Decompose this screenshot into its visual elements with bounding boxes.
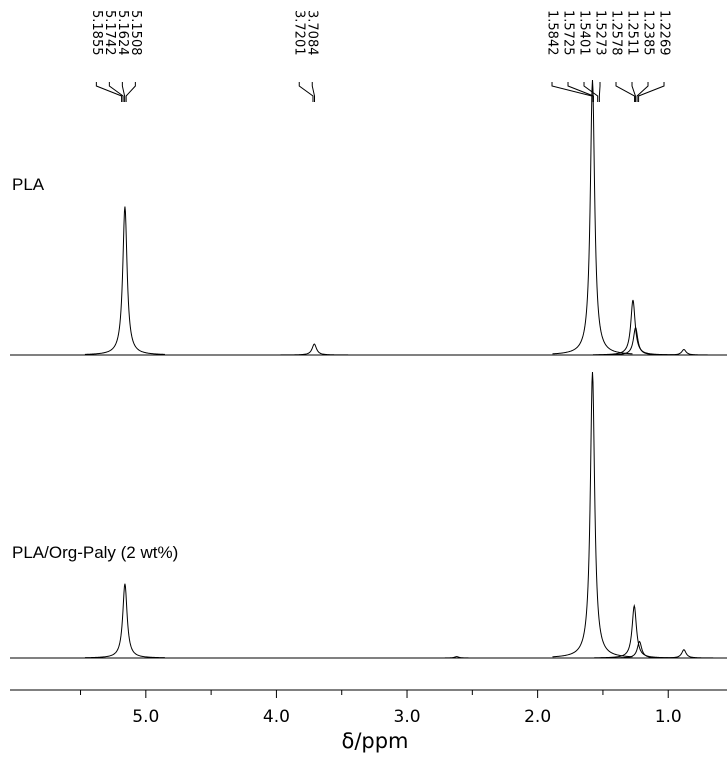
peak-leader	[551, 82, 593, 102]
peak	[552, 371, 633, 658]
peak-leader	[598, 82, 601, 102]
peak	[592, 299, 673, 356]
peak-label: 5.1855	[89, 10, 104, 56]
x-tick-label: 4.0	[263, 707, 290, 727]
peak-label: 1.5401	[577, 10, 592, 56]
peak-label: 5.1624	[115, 10, 130, 56]
peak-leader	[95, 82, 123, 102]
peak-leader	[636, 82, 649, 102]
peak-label: 5.1742	[102, 10, 117, 56]
peak-leader	[125, 82, 136, 102]
peak	[594, 603, 675, 659]
peak	[643, 649, 724, 659]
peak	[599, 640, 680, 659]
peak	[84, 206, 165, 355]
peak	[84, 583, 165, 659]
peak-leader	[121, 82, 126, 102]
peak-label: 1.2385	[641, 10, 656, 56]
peak	[643, 348, 724, 356]
peak-leader	[311, 82, 316, 102]
peak-leader	[583, 82, 599, 102]
x-axis-label: δ/ppm	[341, 729, 408, 753]
peak-label: 1.5725	[561, 10, 576, 56]
peak-label: 1.2511	[625, 10, 640, 56]
peak-label: 5.1508	[128, 10, 143, 56]
peak-label: 1.5842	[545, 10, 560, 56]
peak-leader	[567, 82, 594, 102]
peak	[274, 343, 355, 356]
x-tick-label: 5.0	[132, 707, 159, 727]
peak-leader	[631, 82, 636, 102]
peak-label: 1.5273	[593, 10, 608, 56]
peak-leader	[108, 82, 124, 102]
peak-label: 3.7084	[305, 10, 320, 56]
peak-label: 1.2269	[657, 10, 672, 56]
peak	[416, 656, 497, 659]
peak-label: 1.2578	[609, 10, 624, 56]
x-tick-label: 2.0	[524, 707, 551, 727]
peak-leader	[615, 82, 636, 102]
series-label: PLA	[12, 175, 45, 194]
series-label: PLA/Org-Paly (2 wt%)	[12, 543, 178, 562]
peak-label: 3.7201	[292, 10, 307, 56]
x-tick-label: 3.0	[394, 707, 421, 727]
peak-leader	[638, 82, 665, 102]
peak-leader	[298, 82, 314, 102]
x-tick-label: 1.0	[655, 707, 682, 727]
peak	[552, 79, 633, 355]
